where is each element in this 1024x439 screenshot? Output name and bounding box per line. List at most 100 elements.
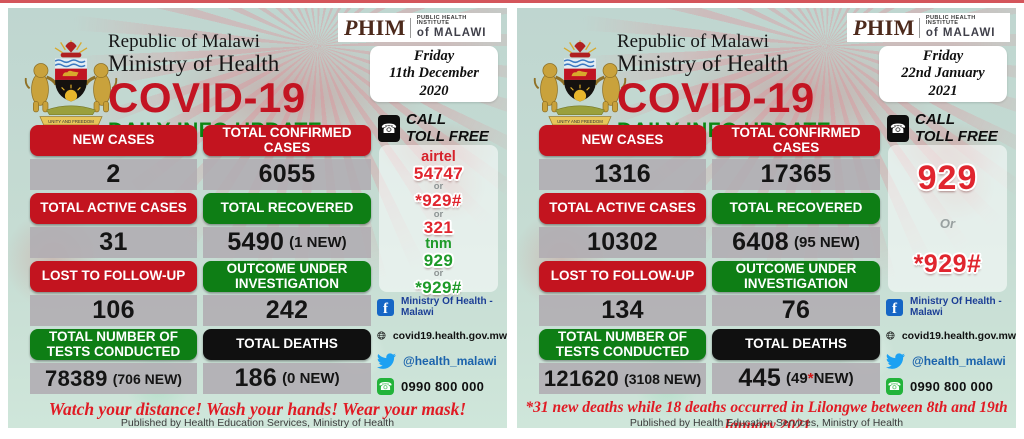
country-name: Republic of Malawi xyxy=(617,31,769,52)
whatsapp-icon: ☎ xyxy=(377,378,394,395)
phone-icon: ☎ xyxy=(378,115,400,142)
toll-number: 321 xyxy=(423,218,454,238)
twitter-icon xyxy=(886,353,905,369)
stat-total-deaths: TOTAL DEATHS 186 (0 NEW) xyxy=(203,329,371,394)
globe-icon xyxy=(377,331,386,340)
phim-org-line2: of MALAWI xyxy=(416,27,487,40)
stat-value: 2 xyxy=(106,160,121,188)
stat-total-recovered: TOTAL RECOVERED 6408 (95 NEW) xyxy=(712,193,880,258)
facebook-handle: Ministry Of Health - Malawi xyxy=(910,296,1002,318)
toll-number: 929 xyxy=(423,250,454,270)
published-by: Published by Health Education Services, … xyxy=(629,417,904,428)
lion-supporter-right xyxy=(593,63,627,113)
twitter-handle: @health_malawi xyxy=(403,354,497,368)
phone-icon: ☎ xyxy=(887,115,909,142)
social-links: f Ministry Of Health - Malawi covid19.he… xyxy=(886,296,1016,395)
poster-title: COVID-19 xyxy=(108,73,306,121)
facebook-icon: f xyxy=(377,298,394,316)
toll-number: *929# xyxy=(913,249,982,278)
phim-org-line1: PUBLIC HEALTH INSTITUTE xyxy=(925,14,976,27)
stats-grid: NEW CASES 1316 TOTAL CONFIRMED CASES 173… xyxy=(539,125,880,394)
stat-total-deaths: TOTAL DEATHS 445 (49 * NEW) xyxy=(712,329,880,394)
stat-value: 186 xyxy=(234,364,278,392)
malawi-coat-of-arms: UNITY AND FREEDOM xyxy=(533,40,627,126)
date-box: Friday 22nd January 2021 xyxy=(879,46,1007,102)
published-by: Published by Health Education Services, … xyxy=(120,417,395,428)
call-toll-free-header: ☎ CALL TOLL FREE xyxy=(378,111,500,145)
covid-poster-2020-12-11: UNITY AND FREEDOM Republic of Malawi Min… xyxy=(8,8,507,428)
website-row: covid19.health.gov.mw xyxy=(377,327,507,344)
stat-lost-followup: LOST TO FOLLOW-UP 106 xyxy=(30,261,197,326)
toll-free-numbers-panel: airtel 54747 or *929# or 321 tnm 929 or … xyxy=(379,145,498,296)
motto-text: UNITY AND FREEDOM xyxy=(48,119,94,124)
stat-value: 6055 xyxy=(258,160,316,188)
deaths-footnote: *31 new deaths while 18 deaths occurred … xyxy=(525,399,1008,428)
date-day-month: 11th December xyxy=(389,65,479,82)
stat-value: 31 xyxy=(99,228,128,256)
toll-number: *929# xyxy=(415,190,462,210)
stat-value: 106 xyxy=(92,296,135,324)
date-year: 2020 xyxy=(419,82,449,99)
website-url: covid19.health.gov.mw xyxy=(901,329,1016,342)
covid-poster-2021-01-22: UNITY AND FREEDOM Republic of Malawi Min… xyxy=(517,8,1016,428)
whatsapp-row: ☎ 0990 800 000 xyxy=(886,378,1016,395)
malawi-coat-of-arms: UNITY AND FREEDOM xyxy=(24,40,118,126)
website-url: covid19.health.gov.mw xyxy=(392,329,507,342)
stat-total-confirmed: TOTAL CONFIRMED CASES 6055 xyxy=(203,125,371,190)
twitter-row: @health_malawi xyxy=(886,353,1016,369)
whatsapp-number: 0990 800 000 xyxy=(910,379,994,394)
lion-supporter-left xyxy=(533,63,567,113)
stat-outcome-investigation: OUTCOME UNDER INVESTIGATION 242 xyxy=(203,261,371,326)
stat-label: TOTAL DEATHS xyxy=(745,336,847,352)
stat-value: 78389 xyxy=(45,365,108,391)
stat-label: NEW CASES xyxy=(581,132,664,148)
toll-number: 54747 xyxy=(413,163,464,183)
phim-divider xyxy=(409,17,411,38)
social-links: f Ministry Of Health - Malawi covid19.he… xyxy=(377,296,507,395)
facebook-row: f Ministry Of Health - Malawi xyxy=(886,296,1016,318)
shield xyxy=(55,58,87,102)
toll-free-numbers-panel: 929 Or *929# xyxy=(888,145,1007,292)
date-weekday: Friday xyxy=(413,48,455,65)
stats-grid: NEW CASES 2 TOTAL CONFIRMED CASES 6055 T… xyxy=(30,125,371,394)
stat-label: TOTAL DEATHS xyxy=(236,336,338,352)
stat-label: OUTCOME UNDER INVESTIGATION xyxy=(226,260,348,291)
stat-value: 5490 xyxy=(227,228,285,256)
twitter-row: @health_malawi xyxy=(377,353,507,369)
stat-value: 17365 xyxy=(760,160,832,188)
crest-eagle xyxy=(574,41,586,53)
phim-logo: PHIM PUBLIC HEALTH INSTITUTE of MALAWI xyxy=(847,13,1010,42)
whatsapp-row: ☎ 0990 800 000 xyxy=(377,378,507,395)
stat-value: 10302 xyxy=(586,228,659,256)
stat-outcome-investigation: OUTCOME UNDER INVESTIGATION 76 xyxy=(712,261,880,326)
twitter-handle: @health_malawi xyxy=(912,354,1006,368)
stat-label: TOTAL RECOVERED xyxy=(220,200,354,216)
toll-free-label: TOLL FREE xyxy=(915,127,998,145)
phim-acronym: PHIM xyxy=(344,14,406,40)
provider-airtel: airtel xyxy=(421,149,456,165)
whatsapp-number: 0990 800 000 xyxy=(401,379,485,394)
stat-new-cases: NEW CASES 2 xyxy=(30,125,197,190)
stat-label: LOST TO FOLLOW-UP xyxy=(41,268,186,284)
provider-tnm: tnm xyxy=(425,236,452,253)
call-toll-free-header: ☎ CALL TOLL FREE xyxy=(887,111,1009,145)
stat-total-active: TOTAL ACTIVE CASES 10302 xyxy=(539,193,706,258)
twitter-icon xyxy=(377,353,396,369)
stat-label: TOTAL CONFIRMED CASES xyxy=(731,124,861,155)
whatsapp-icon: ☎ xyxy=(886,378,903,395)
stat-label: OUTCOME UNDER INVESTIGATION xyxy=(735,260,857,291)
stat-lost-followup: LOST TO FOLLOW-UP 134 xyxy=(539,261,706,326)
globe-icon xyxy=(886,331,895,340)
stat-value: 121620 xyxy=(543,365,620,391)
ministry-name: Ministry of Health xyxy=(617,50,789,76)
date-year: 2021 xyxy=(928,82,958,99)
ministry-name: Ministry of Health xyxy=(108,50,280,76)
stat-value: 6408 xyxy=(732,228,789,256)
facebook-row: f Ministry Of Health - Malawi xyxy=(377,296,507,318)
country-name: Republic of Malawi xyxy=(108,31,260,52)
stat-label: TOTAL NUMBER OF TESTS CONDUCTED xyxy=(555,328,690,359)
stat-label: TOTAL ACTIVE CASES xyxy=(40,200,187,216)
stat-new-cases: NEW CASES 1316 xyxy=(539,125,706,190)
call-label: CALL xyxy=(406,111,446,128)
website-row: covid19.health.gov.mw xyxy=(886,327,1016,344)
